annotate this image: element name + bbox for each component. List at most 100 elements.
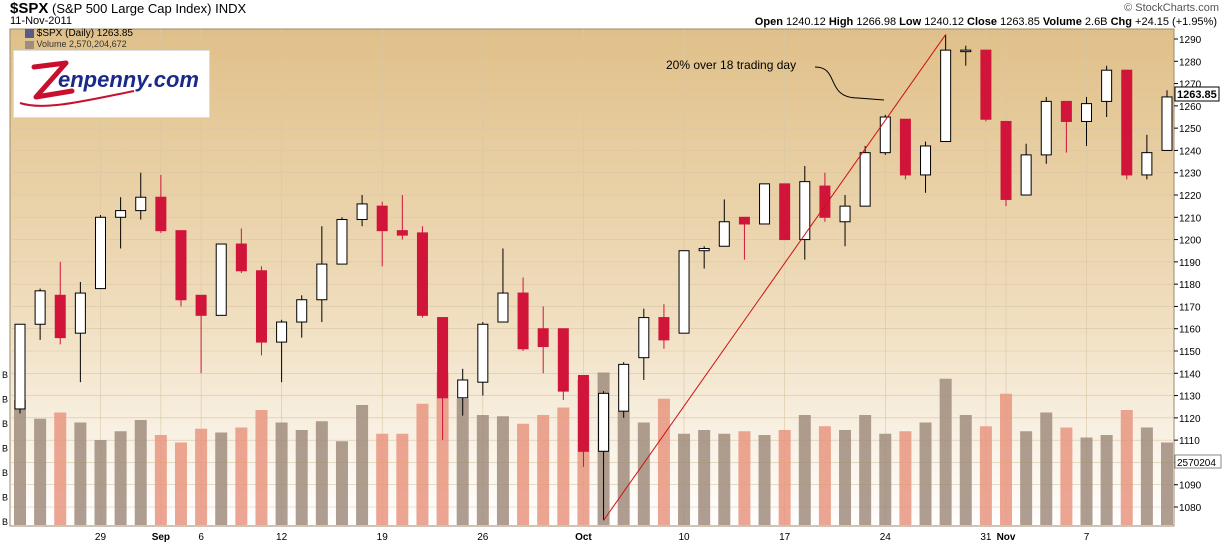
candle-body — [638, 317, 650, 359]
volume-bar — [678, 433, 691, 525]
volume-legend-swatch-icon — [25, 40, 34, 49]
volume-bar — [215, 432, 228, 525]
volume-bar — [54, 412, 67, 525]
y-tick-label: 1120 — [1179, 414, 1201, 425]
candle — [899, 118, 911, 180]
exchange: INDX — [215, 1, 247, 16]
volume-bar — [798, 415, 811, 525]
candle — [779, 183, 791, 241]
volume-bar — [1161, 442, 1173, 525]
volume-axis-label: B — [2, 444, 8, 454]
volume-bar — [14, 400, 26, 525]
candle-body — [1020, 154, 1032, 196]
candle-body — [859, 152, 871, 207]
volume-bar — [778, 430, 791, 525]
volume-tag-text: 2570204 — [1177, 458, 1216, 469]
candle-body — [195, 294, 207, 316]
candle — [437, 317, 449, 441]
candle-body — [115, 210, 127, 218]
volume-bar — [657, 398, 670, 525]
y-tick-label: 1150 — [1179, 347, 1201, 358]
candle — [376, 201, 388, 267]
x-tick-label: 29 — [95, 532, 107, 543]
candle — [235, 228, 247, 273]
volume-bar — [195, 428, 208, 525]
ohlc-summary: Open 1240.12 High 1266.98 Low 1240.12 Cl… — [755, 16, 1217, 28]
candle-body — [416, 232, 428, 316]
candle — [577, 375, 589, 467]
y-tick-label: 1250 — [1179, 124, 1202, 135]
volume-bar — [295, 430, 308, 525]
candle — [1161, 90, 1173, 151]
candle — [356, 195, 368, 227]
candle-body — [799, 181, 811, 241]
candle — [980, 49, 992, 122]
x-tick-label: 26 — [477, 532, 489, 543]
volume-bar — [114, 431, 127, 525]
candle-body — [718, 221, 730, 247]
candle-body — [759, 183, 771, 225]
candle — [336, 217, 348, 265]
volume-bar — [758, 435, 771, 525]
candle — [819, 172, 831, 222]
x-tick-label: 6 — [198, 532, 204, 543]
y-tick-label: 1200 — [1179, 236, 1202, 247]
candle-body — [940, 49, 952, 143]
candle-body — [255, 270, 267, 343]
volume-bar — [517, 423, 530, 525]
trend-line — [603, 34, 947, 521]
candle-body — [698, 247, 710, 252]
y-tick-label: 1080 — [1179, 503, 1202, 514]
candle — [517, 277, 529, 351]
candle-body — [779, 183, 791, 241]
candle — [1000, 120, 1012, 207]
volume-bar — [94, 440, 107, 525]
volume-bar — [1100, 435, 1113, 525]
volume-tag: 2570204 — [1174, 454, 1222, 469]
volume-bar — [698, 430, 711, 525]
candle — [920, 141, 932, 193]
candle-body — [376, 205, 388, 232]
candle-body — [658, 317, 670, 341]
candle-body — [74, 292, 86, 334]
y-tick-label: 1230 — [1179, 169, 1202, 180]
volume-bar — [1060, 427, 1073, 525]
trend-line-segment — [603, 34, 947, 521]
volume-axis-label: B — [2, 419, 8, 429]
volume-bar — [879, 433, 892, 525]
price-legend-swatch-icon — [25, 28, 34, 38]
candle-body — [175, 230, 187, 301]
candle — [94, 215, 106, 290]
candle-body — [618, 363, 630, 412]
volume-bar — [979, 426, 992, 525]
low-label: Low — [899, 16, 922, 28]
candle — [276, 319, 288, 383]
volume-bar — [939, 378, 952, 525]
candle — [34, 288, 46, 340]
y-tick-label: 1170 — [1179, 302, 1201, 313]
candle-body — [316, 263, 328, 301]
volume-bar — [919, 422, 932, 525]
volume-bar — [476, 415, 489, 525]
candle-body — [276, 321, 288, 343]
candle — [718, 199, 730, 247]
y-tick-label: 1280 — [1179, 57, 1202, 68]
candle — [879, 114, 891, 155]
volume-bar — [1040, 412, 1053, 525]
candle — [1101, 65, 1113, 117]
volume-bar — [34, 418, 47, 525]
zenpenny-logo: enpenny.com — [13, 50, 210, 118]
candle-body — [155, 196, 167, 232]
price-legend-text: $SPX (Daily) 1263.85 — [36, 28, 133, 39]
y-tick-label: 1260 — [1179, 102, 1202, 113]
volume-bar — [1080, 437, 1093, 525]
volume-bar — [959, 415, 972, 525]
candle — [738, 216, 750, 260]
brand-label: © StockCharts.com — [1124, 2, 1219, 14]
candle-body — [678, 250, 690, 334]
low-value: 1240.12 — [924, 16, 964, 28]
y-tick-label: 1160 — [1179, 325, 1201, 336]
volume-bar — [134, 420, 147, 525]
annotation-arrow — [814, 66, 885, 101]
candle — [1121, 69, 1133, 180]
